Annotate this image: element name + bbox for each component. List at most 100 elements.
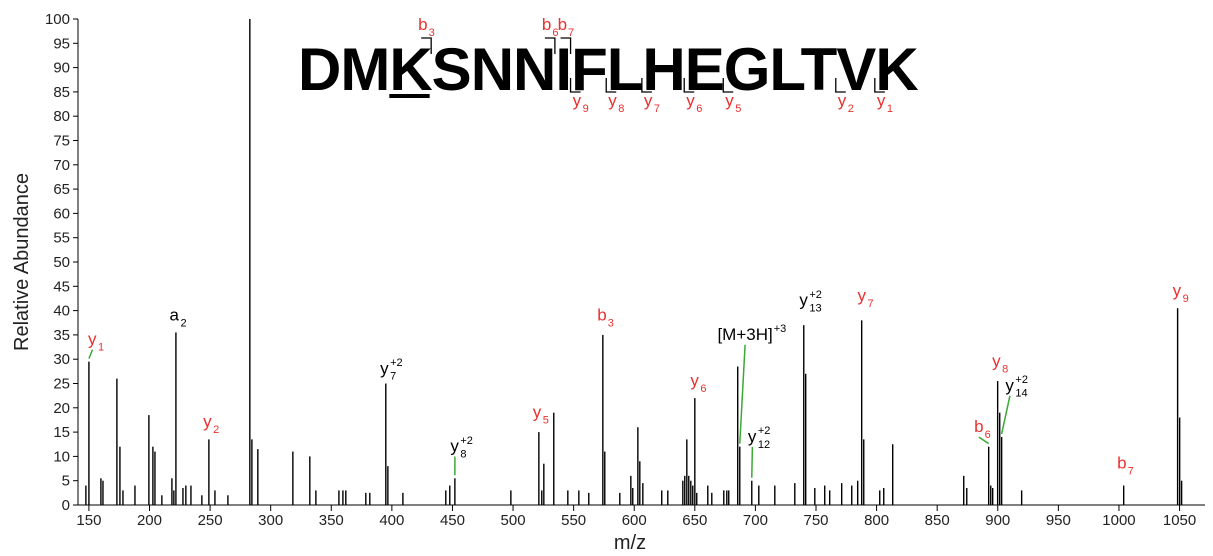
- y-tick-label: 85: [53, 84, 70, 101]
- y-ion-label-text: y: [725, 91, 734, 110]
- peak: [309, 456, 311, 505]
- peak: [840, 483, 843, 505]
- y-tick-label: 100: [45, 11, 70, 28]
- peak-label-text: y: [88, 330, 97, 349]
- peak: [642, 483, 644, 505]
- peak: [134, 485, 136, 505]
- peak: [602, 334, 604, 505]
- y-ion-bracket: [641, 78, 652, 93]
- peak: [991, 487, 994, 505]
- peak: [828, 490, 831, 505]
- peak: [990, 485, 992, 505]
- peak-label-text: b: [1117, 454, 1126, 473]
- peak: [369, 492, 371, 505]
- peak-label-sup: +2: [809, 289, 822, 301]
- peak: [814, 487, 816, 505]
- y-tick-label: 35: [53, 327, 70, 344]
- peak-label-sub: 5: [543, 414, 549, 426]
- peak: [711, 492, 713, 505]
- b-ion-bracket: [421, 37, 432, 54]
- peak-label-text: b: [597, 305, 606, 324]
- y-tick-label: 90: [53, 60, 70, 77]
- peak: [684, 475, 686, 505]
- peak-label-sub: 3: [608, 317, 614, 329]
- y-tick-label: 45: [53, 278, 70, 295]
- peak: [630, 475, 632, 505]
- peak: [148, 415, 150, 505]
- y-ion-label-sub: 1: [887, 103, 893, 115]
- b-ion-bracket: [560, 37, 572, 54]
- peak: [588, 492, 590, 505]
- peak: [632, 487, 634, 505]
- y-tick-label: 70: [53, 157, 70, 174]
- y-tick-label: 15: [53, 424, 70, 441]
- y-ion-label-sub: 7: [654, 103, 660, 115]
- peak-label-text: y: [1005, 376, 1014, 395]
- x-tick-label: 500: [501, 512, 526, 529]
- peak: [182, 487, 184, 505]
- peak-label-text: y: [690, 371, 699, 390]
- residue: N: [513, 36, 555, 103]
- peak: [737, 366, 739, 505]
- y-axis-title: Relative Abundance: [11, 173, 33, 351]
- residue: D: [298, 36, 340, 103]
- peak: [100, 478, 102, 505]
- peak: [292, 451, 294, 505]
- peak-label-text: y: [533, 403, 542, 422]
- peak: [102, 480, 104, 505]
- peak: [119, 446, 121, 505]
- peak-label: y 7 +2: [380, 357, 403, 383]
- peak: [758, 485, 760, 505]
- peak: [963, 475, 965, 505]
- peak: [1176, 308, 1179, 505]
- peak: [227, 495, 229, 505]
- y-tick-label: 55: [53, 230, 70, 247]
- peak: [805, 373, 807, 505]
- leader-line: [88, 349, 94, 359]
- x-tick-label: 600: [622, 512, 647, 529]
- y-tick-label: 75: [53, 133, 70, 150]
- x-tick-label: 350: [319, 512, 344, 529]
- peak: [510, 490, 512, 505]
- peak: [879, 490, 881, 505]
- peak-label: y 13 +2: [799, 289, 822, 315]
- peak: [1122, 485, 1125, 505]
- y-ion-label-text: y: [608, 91, 617, 110]
- peak-label-sub: 1: [98, 342, 104, 354]
- peak: [661, 490, 663, 505]
- peak-label-sup: +2: [1015, 374, 1028, 386]
- y-ion-label-text: y: [686, 91, 695, 110]
- peak: [696, 492, 698, 505]
- y-ion-label-sub: 9: [583, 103, 589, 115]
- peak: [728, 490, 730, 505]
- peak-label-text: b: [974, 417, 983, 436]
- peak: [803, 325, 805, 505]
- leader-line: [978, 436, 990, 445]
- peak: [723, 490, 725, 505]
- peak: [726, 490, 728, 505]
- x-tick-label: 150: [76, 512, 101, 529]
- y-tick-label: 80: [53, 108, 70, 125]
- peak-label-text: y: [1173, 281, 1182, 300]
- peak: [338, 490, 340, 505]
- peak-label-sub: 6: [700, 383, 706, 395]
- peak-label-sub: 8: [1002, 363, 1008, 375]
- b-ion-label-sub: 3: [429, 27, 435, 39]
- peak: [851, 485, 853, 505]
- b-ion-label-sub: 7: [568, 27, 574, 39]
- y-ion-bracket: [835, 78, 846, 93]
- peak-label-sub: 2: [213, 424, 219, 436]
- peak: [692, 485, 694, 505]
- residue: K: [389, 36, 432, 103]
- peak-label-sub: 7: [868, 298, 874, 310]
- peak: [883, 487, 885, 505]
